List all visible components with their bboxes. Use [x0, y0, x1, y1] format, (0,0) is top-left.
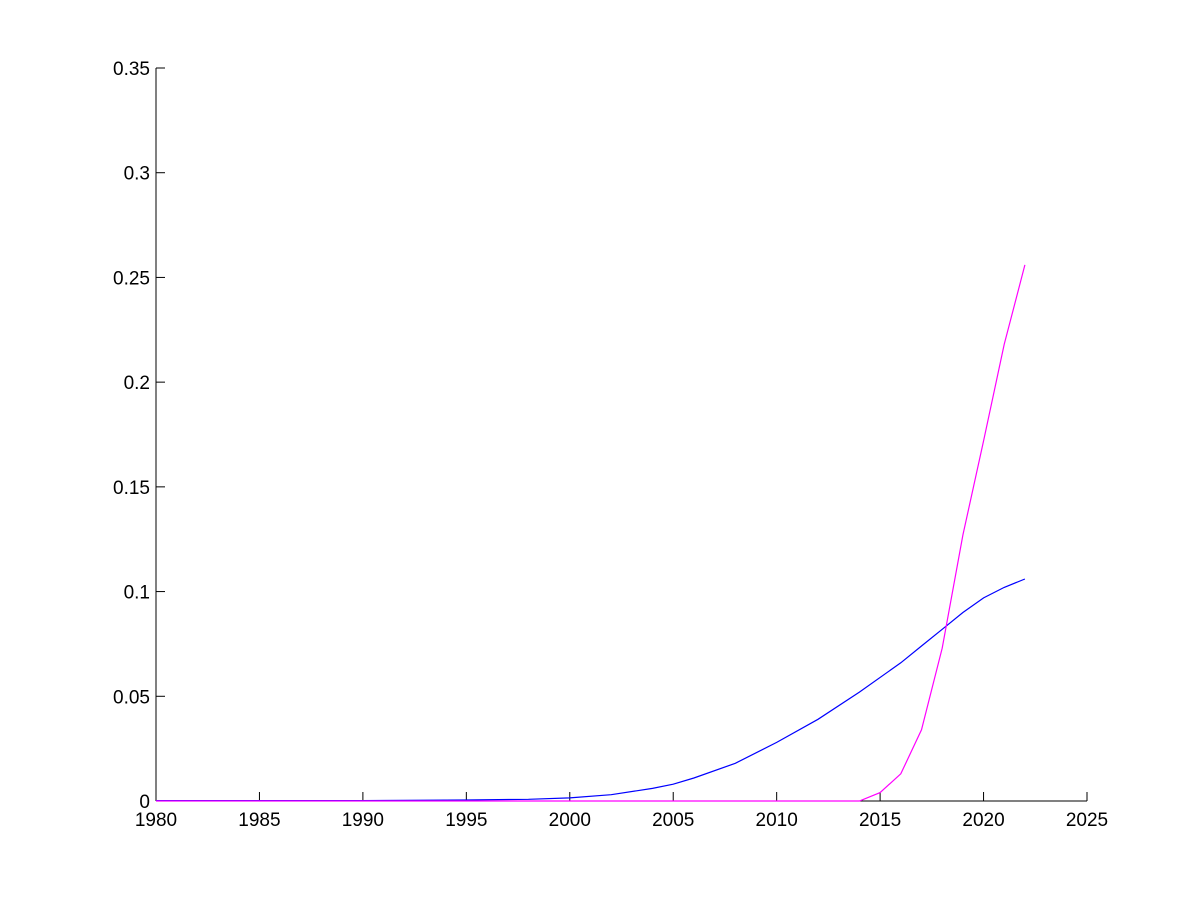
y-tick-label: 0.2 [124, 373, 150, 394]
x-tick-label: 1985 [238, 810, 280, 831]
x-tick-label: 1980 [135, 810, 177, 831]
y-tick-label: 0.1 [124, 583, 150, 604]
y-tick-label: 0.3 [124, 164, 150, 185]
y-tick-label: 0 [139, 792, 150, 813]
series-group [156, 264, 1026, 802]
x-tick-label: 2000 [549, 810, 591, 831]
y-tick-label: 0.25 [113, 268, 150, 289]
x-tick-label: 1995 [445, 810, 487, 831]
x-tick-label: 2025 [1066, 810, 1108, 831]
x-tick-label: 2015 [859, 810, 901, 831]
y-tick-label: 0.05 [113, 687, 150, 708]
x-tick-label: 2005 [652, 810, 694, 831]
x-tick-label: 2010 [756, 810, 798, 831]
x-tick-label: 1990 [342, 810, 384, 831]
y-tick-label: 0.15 [113, 478, 150, 499]
series-line-0 [156, 578, 1026, 802]
y-tick-label: 0.35 [113, 59, 150, 80]
x-tick-label: 2020 [962, 810, 1004, 831]
series-line-1 [156, 264, 1026, 802]
axes: 1980 1985 1990 1995 2000 2005 2010 2015 2020 2025… [113, 59, 1108, 831]
